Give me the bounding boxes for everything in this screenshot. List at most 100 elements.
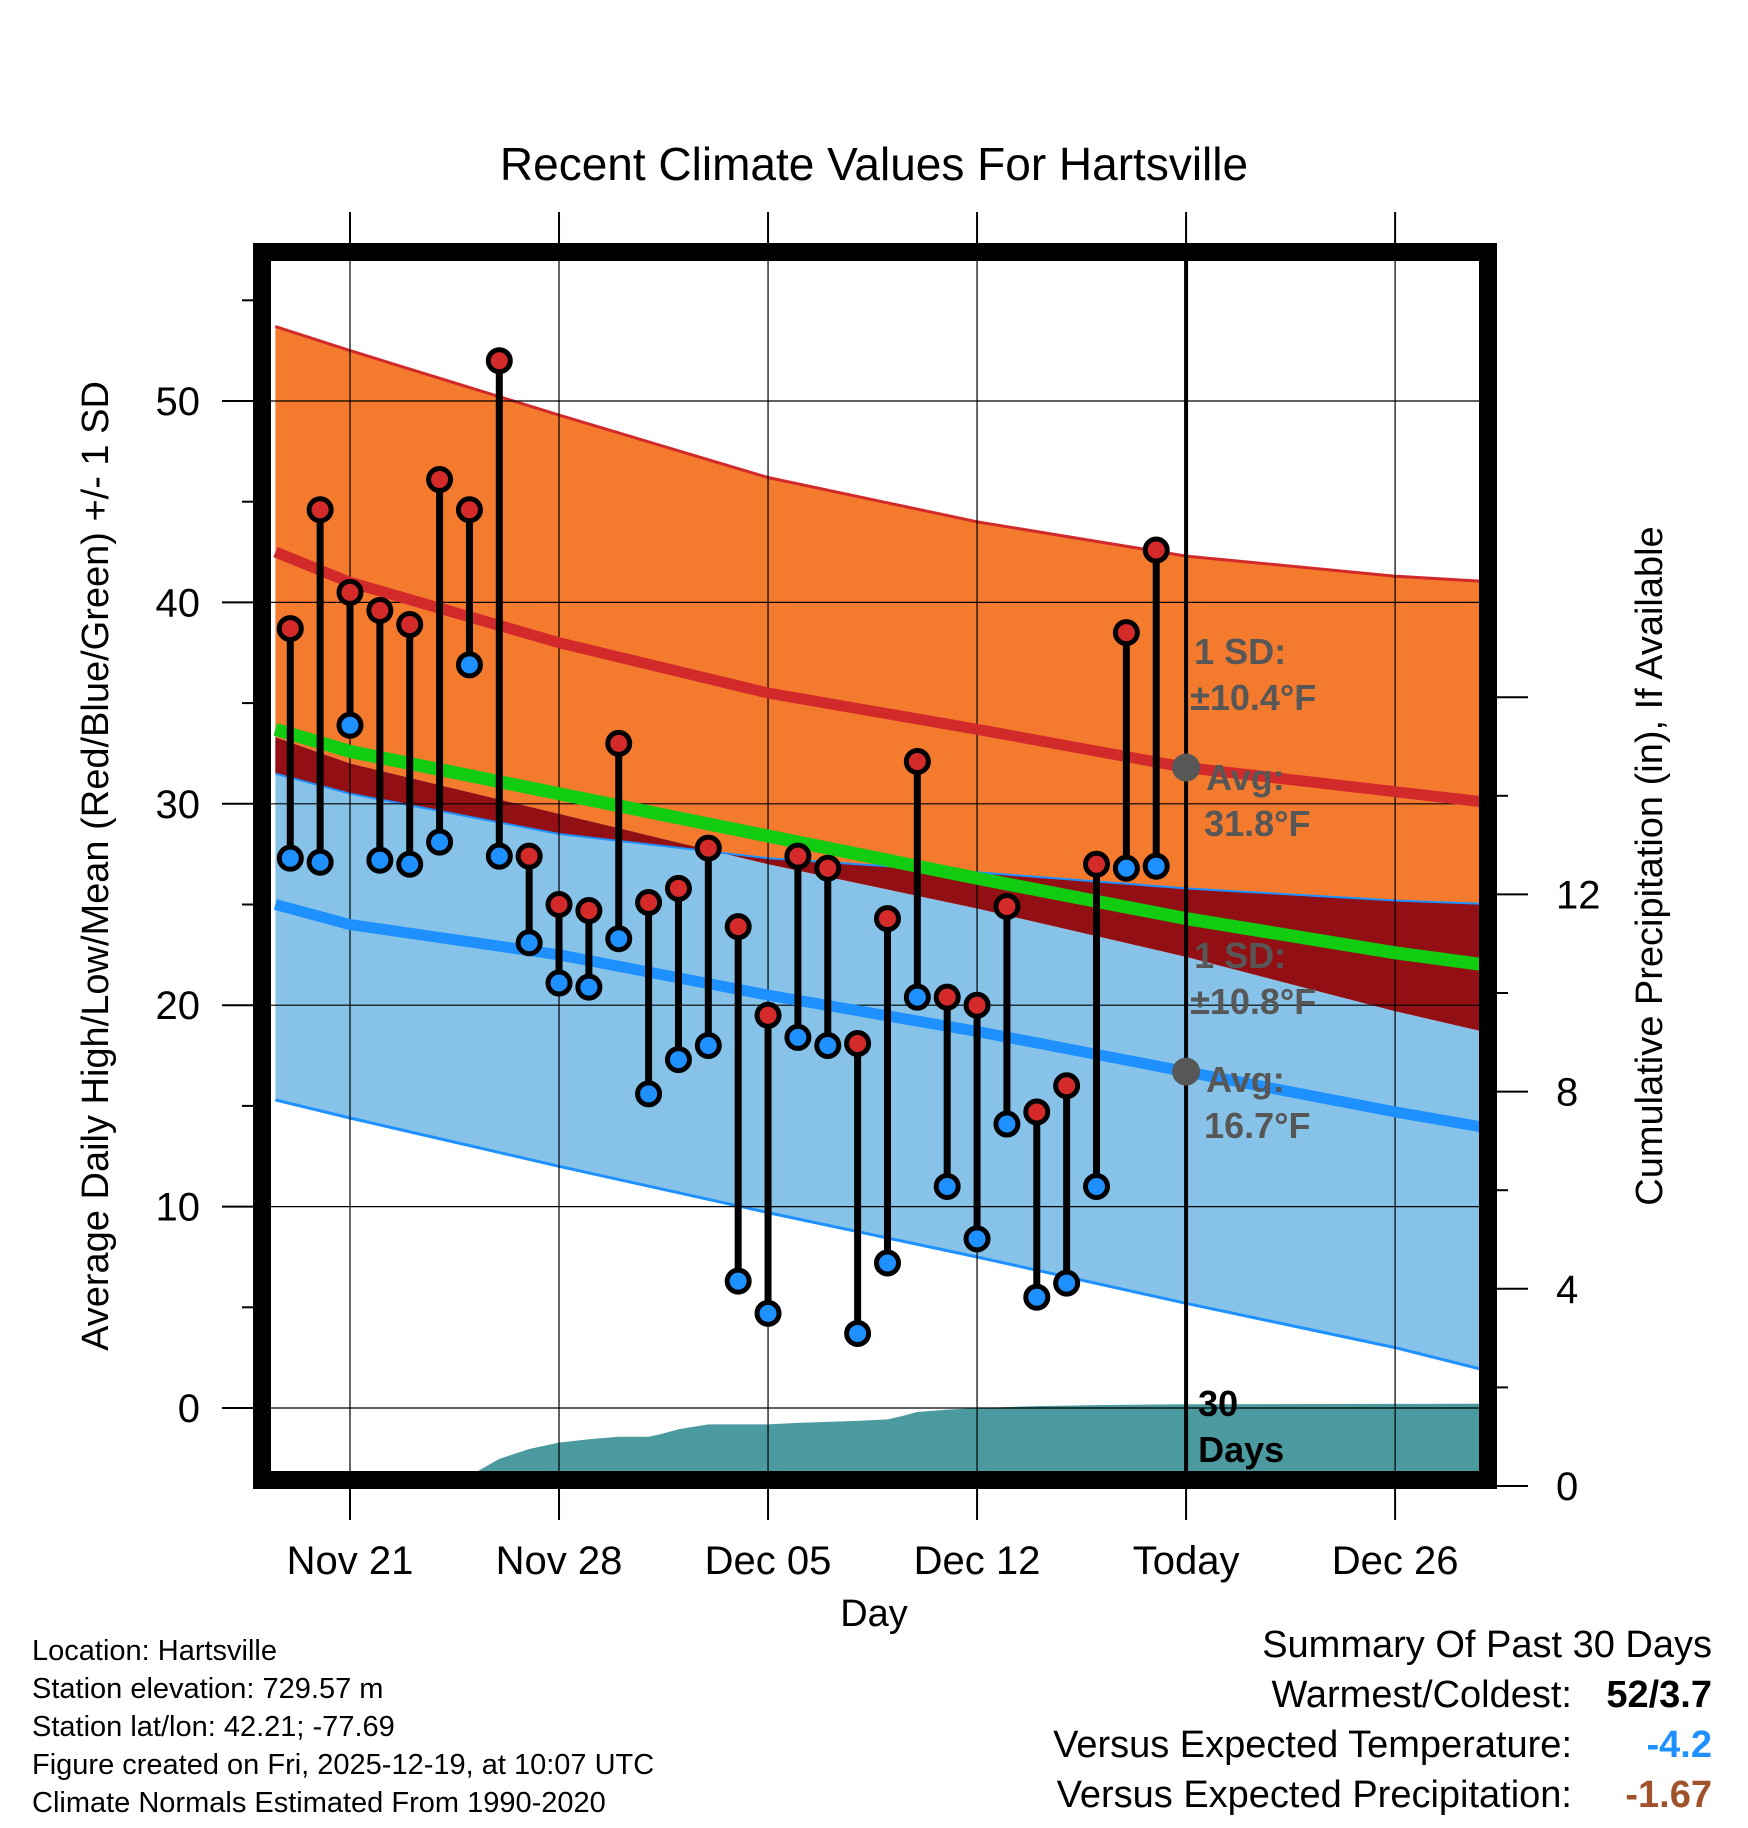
high-temp-point [605, 729, 633, 757]
low-avg-marker [1172, 1057, 1201, 1086]
high-temp-point [784, 842, 812, 870]
low-temp-point [754, 1299, 782, 1327]
high-temp-point [575, 897, 603, 925]
low-temp-point [635, 1080, 663, 1108]
y-tick-label: 40 [156, 581, 201, 625]
low-mean-line [273, 899, 1488, 1134]
x-tick-label: Dec 26 [1332, 1539, 1459, 1583]
summary-row-temperature: Versus Expected Temperature: -4.2 [952, 1720, 1712, 1770]
high-temp-point [1112, 619, 1140, 647]
low-avg-value: 16.7°F [1204, 1105, 1310, 1146]
high-temp-point [1053, 1072, 1081, 1100]
y-tick-label: 10 [156, 1186, 201, 1230]
low-temp-point [933, 1172, 961, 1200]
low-temp-point [455, 651, 483, 679]
high-temp-point [515, 842, 543, 870]
normals-lines [273, 252, 1488, 1480]
high-temp-point [724, 913, 752, 941]
days-unit-label: Days [1198, 1429, 1284, 1470]
y-tick-label: 50 [156, 380, 201, 424]
y-tick-label: 30 [156, 783, 201, 827]
x-tick-label: Today [1133, 1539, 1240, 1583]
high-upper-edge [274, 325, 1488, 584]
low-temp-point [575, 973, 603, 1001]
summary-label: Warmest/Coldest: [1271, 1674, 1572, 1716]
high-temp-point [814, 854, 842, 882]
created-text: Figure created on Fri, 2025-12-19, at 10… [32, 1749, 655, 1781]
high-temp-point [993, 893, 1021, 921]
high-temp-point [545, 891, 573, 918]
high-temp-point [396, 611, 424, 639]
y2-tick-label: 12 [1556, 873, 1601, 917]
high-temp-point [963, 991, 991, 1019]
y-tick-label: 0 [178, 1387, 200, 1431]
high-sd-label: 1 SD: [1194, 631, 1286, 672]
high-temp-point [306, 496, 334, 524]
low-temp-point [336, 711, 364, 739]
low-temp-point [814, 1031, 842, 1059]
overlap-band [275, 737, 1488, 1033]
chart-title: Recent Climate Values For Hartsville [500, 138, 1248, 190]
summary-title: Summary Of Past 30 Days [1262, 1624, 1712, 1666]
low-temp-point [844, 1319, 872, 1347]
low-temp-point [515, 929, 543, 957]
low-temp-point [903, 983, 931, 1011]
high-temp-point [933, 983, 961, 1011]
low-temp-point [276, 844, 304, 872]
latlon-text: Station lat/lon: 42.21; -77.69 [32, 1711, 395, 1743]
high-mean-line [273, 546, 1488, 808]
summary-row-precipitation: Versus Expected Precipitation: -1.67 [952, 1770, 1712, 1820]
high-temp-point [276, 615, 304, 643]
y-tick-label: 20 [156, 984, 201, 1028]
y2-tick-label: 0 [1556, 1465, 1578, 1509]
low-temp-point [485, 842, 513, 870]
high-sd-value: ±10.4°F [1190, 677, 1316, 718]
high-temp-point [336, 578, 364, 606]
x-tick-label: Nov 21 [287, 1539, 414, 1583]
high-temp-point [1023, 1098, 1051, 1126]
low-temp-point [306, 848, 334, 876]
low-temp-point [724, 1267, 752, 1295]
low-sd-label: 1 SD: [1194, 935, 1286, 976]
daily-mean-line [273, 723, 1488, 972]
x-tick-label: Dec 05 [705, 1539, 832, 1583]
low-temp-point [366, 846, 394, 874]
low-temp-point [873, 1249, 901, 1277]
low-sd-value: ±10.8°F [1190, 981, 1316, 1022]
summary-value: -4.2 [1646, 1724, 1712, 1766]
days-count-label: 30 [1198, 1383, 1238, 1424]
low-temp-point [1083, 1172, 1110, 1200]
low-temp-point [993, 1110, 1021, 1138]
high-temp-point [754, 1001, 782, 1029]
location-text: Location: Hartsville [32, 1635, 277, 1667]
normals-period-text: Climate Normals Estimated From 1990-2020 [32, 1787, 606, 1819]
low-temp-point [1053, 1269, 1081, 1297]
low-avg-label: Avg: [1206, 1059, 1285, 1100]
high-temp-point [635, 888, 663, 916]
summary-panel: Summary Of Past 30 Days Warmest/Coldest:… [952, 1620, 1712, 1820]
low-temp-point [396, 850, 424, 878]
high-temp-point [873, 905, 901, 933]
low-temp-point [963, 1225, 991, 1253]
daily-observations [276, 347, 1170, 1347]
high-temp-point [366, 596, 394, 624]
high-lower-edge [275, 772, 1488, 906]
x-axis-label: Day [840, 1593, 908, 1635]
low-temp-point [1112, 854, 1140, 882]
summary-label: Versus Expected Precipitation: [1056, 1774, 1572, 1816]
y-axis-label: Average Daily High/Low/Mean (Red/Blue/Gr… [75, 381, 117, 1351]
low-temp-point [545, 969, 573, 997]
annotations: 1 SD: ±10.4°F Avg: 31.8°F 1 SD: ±10.8°F Avg: 16… [1172, 631, 1316, 1470]
high-temp-point [485, 347, 513, 375]
x-tick-label: Nov 28 [496, 1539, 623, 1583]
low-temp-point [1023, 1283, 1051, 1311]
high-temp-point [1083, 850, 1110, 878]
summary-value: -1.67 [1625, 1774, 1712, 1816]
high-temp-point [903, 748, 931, 776]
high-temp-point [426, 466, 454, 494]
summary-label: Versus Expected Temperature: [1053, 1724, 1572, 1766]
high-avg-value: 31.8°F [1204, 803, 1310, 844]
x-tick-label: Dec 12 [914, 1539, 1041, 1583]
low-temp-point [605, 925, 633, 953]
